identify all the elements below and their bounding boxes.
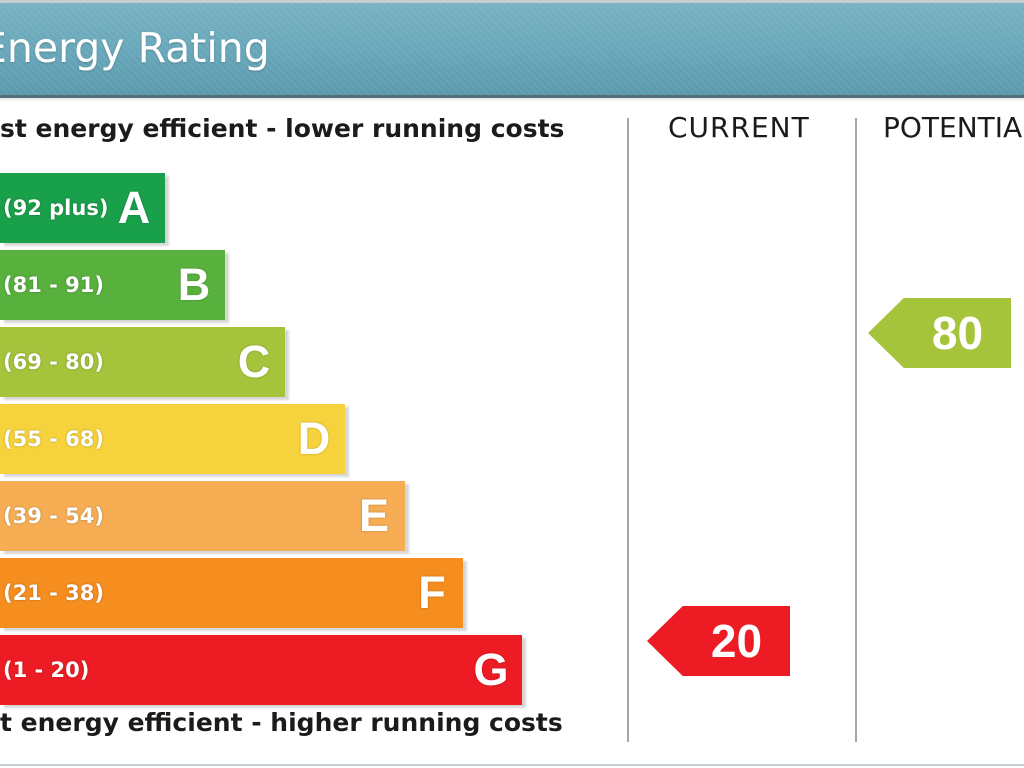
band-bar-g: (1 - 20) G [0,635,522,705]
current-rating-value: 20 [710,615,763,667]
band-bar-d: (55 - 68) D [0,404,345,474]
column-divider [627,118,629,742]
band-letter: G [473,644,509,695]
band-letter: D [297,413,331,464]
band-letter: C [237,336,271,387]
inefficient-end-note: t energy efficient - higher running cost… [0,708,563,737]
band-range-label: (1 - 20) [3,658,90,682]
title-bar-shadow [0,98,1024,102]
band-range-label: (92 plus) [3,196,109,220]
current-rating-arrow: 20 [647,606,790,676]
current-column-header: CURRENT [668,111,810,144]
band-range-label: (21 - 38) [3,581,104,605]
potential-rating-arrow: 80 [868,298,1011,368]
band-bar-e: (39 - 54) E [0,481,405,551]
band-letter: E [358,490,389,541]
band-bar-b: (81 - 91) B [0,250,225,320]
band-range-label: (81 - 91) [3,273,104,297]
band-letter: F [418,567,446,618]
band-bar-c: (69 - 80) C [0,327,285,397]
efficient-end-note: st energy efficient - lower running cost… [0,114,565,143]
potential-rating-value: 80 [931,307,984,359]
column-divider [855,118,857,742]
band-range-label: (69 - 80) [3,350,104,374]
potential-column-header: POTENTIA [883,111,1023,144]
title-bar: Energy Rating [0,0,1024,98]
band-bar-a: (92 plus) A [0,173,165,243]
band-letter: A [117,182,151,233]
band-letter: B [177,259,211,310]
band-bar-f: (21 - 38) F [0,558,463,628]
band-range-label: (55 - 68) [3,427,104,451]
band-range-label: (39 - 54) [3,504,104,528]
chart-title: Energy Rating [0,24,270,72]
frame-bottom-edge [0,764,1024,766]
rating-bands: (92 plus) A (81 - 91) B (69 - 80) C (55 … [0,173,540,705]
